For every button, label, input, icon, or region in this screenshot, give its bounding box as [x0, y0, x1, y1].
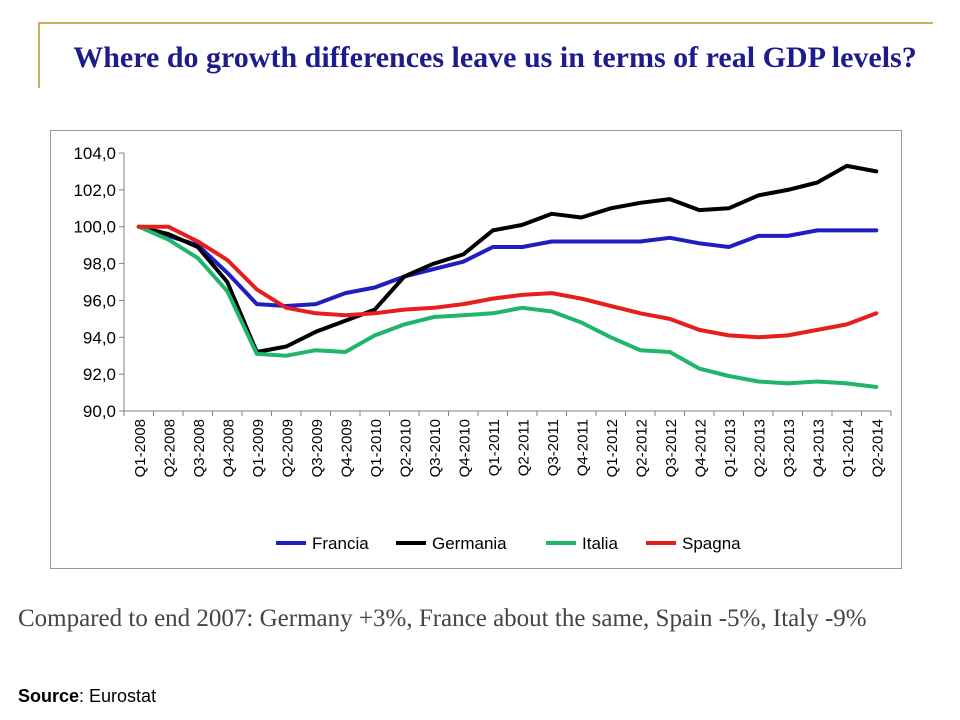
x-tick-label: Q4-2008	[220, 419, 237, 477]
x-tick-label: Q3-2009	[309, 419, 326, 477]
x-tick-label: Q2-2009	[279, 419, 296, 477]
y-tick-label: 104,0	[73, 144, 116, 163]
x-tick-label: Q2-2014	[869, 419, 886, 477]
decor-horizontal-line	[38, 22, 933, 24]
x-tick-label: Q1-2013	[722, 419, 739, 477]
x-tick-label: Q3-2010	[427, 419, 444, 477]
x-tick-label: Q2-2012	[633, 419, 650, 477]
x-tick-label: Q1-2008	[132, 419, 149, 477]
x-tick-label: Q2-2011	[515, 419, 532, 476]
x-tick-label: Q1-2010	[368, 419, 385, 477]
series-line-francia	[136, 224, 879, 308]
x-tick-label: Q4-2012	[692, 419, 709, 477]
y-tick-label: 92,0	[83, 365, 116, 384]
slide-title: Where do growth differences leave us in …	[73, 41, 917, 74]
series-line-spagna	[136, 224, 879, 340]
legend-label-italia: Italia	[582, 534, 618, 553]
x-tick-label: Q3-2008	[191, 419, 208, 477]
series-line-germania	[136, 163, 879, 354]
line-chart: 90,0 92,0 94,0 96,0 98,0 100,0 102,0 104,0 Q1-20…	[73, 144, 892, 553]
x-tick-label: Q2-2013	[751, 419, 768, 477]
source-line: Source: Eurostat	[18, 686, 156, 707]
x-tick-label: Q4-2011	[574, 419, 591, 476]
slide-caption: Compared to end 2007: Germany +3%, Franc…	[18, 605, 867, 632]
y-tick-label: 100,0	[73, 218, 116, 237]
decor-vertical-line	[38, 22, 40, 88]
x-tick-label: Q4-2010	[456, 419, 473, 477]
y-tick-label: 94,0	[83, 328, 116, 347]
source-value: : Eurostat	[79, 686, 157, 706]
chart-container: 90,0 92,0 94,0 96,0 98,0 100,0 102,0 104,0 Q1-20…	[50, 130, 902, 569]
x-tick-label: Q3-2011	[545, 419, 562, 476]
x-tick-label: Q1-2012	[604, 419, 621, 477]
x-tick-label: Q1-2011	[486, 419, 503, 476]
x-tick-label: Q2-2010	[397, 419, 414, 477]
x-tick-label: Q2-2008	[161, 419, 178, 477]
y-tick-label: 96,0	[83, 291, 116, 310]
x-tick-label: Q1-2014	[840, 419, 857, 477]
source-label: Source	[18, 686, 80, 706]
y-tick-label: 98,0	[83, 255, 116, 274]
x-tick-label: Q4-2009	[338, 419, 355, 477]
x-tick-label: Q3-2012	[663, 419, 680, 477]
y-tick-label: 102,0	[73, 181, 116, 200]
legend-label-francia: Francia	[312, 534, 369, 553]
x-tick-label: Q3-2013	[781, 419, 798, 477]
x-tick-label: Q1-2009	[250, 419, 267, 477]
legend-label-spagna: Spagna	[682, 534, 741, 553]
x-tick-label: Q4-2013	[810, 419, 827, 477]
series-line-italia	[136, 224, 879, 389]
legend-label-germania: Germania	[432, 534, 507, 553]
y-tick-label: 90,0	[83, 402, 116, 421]
